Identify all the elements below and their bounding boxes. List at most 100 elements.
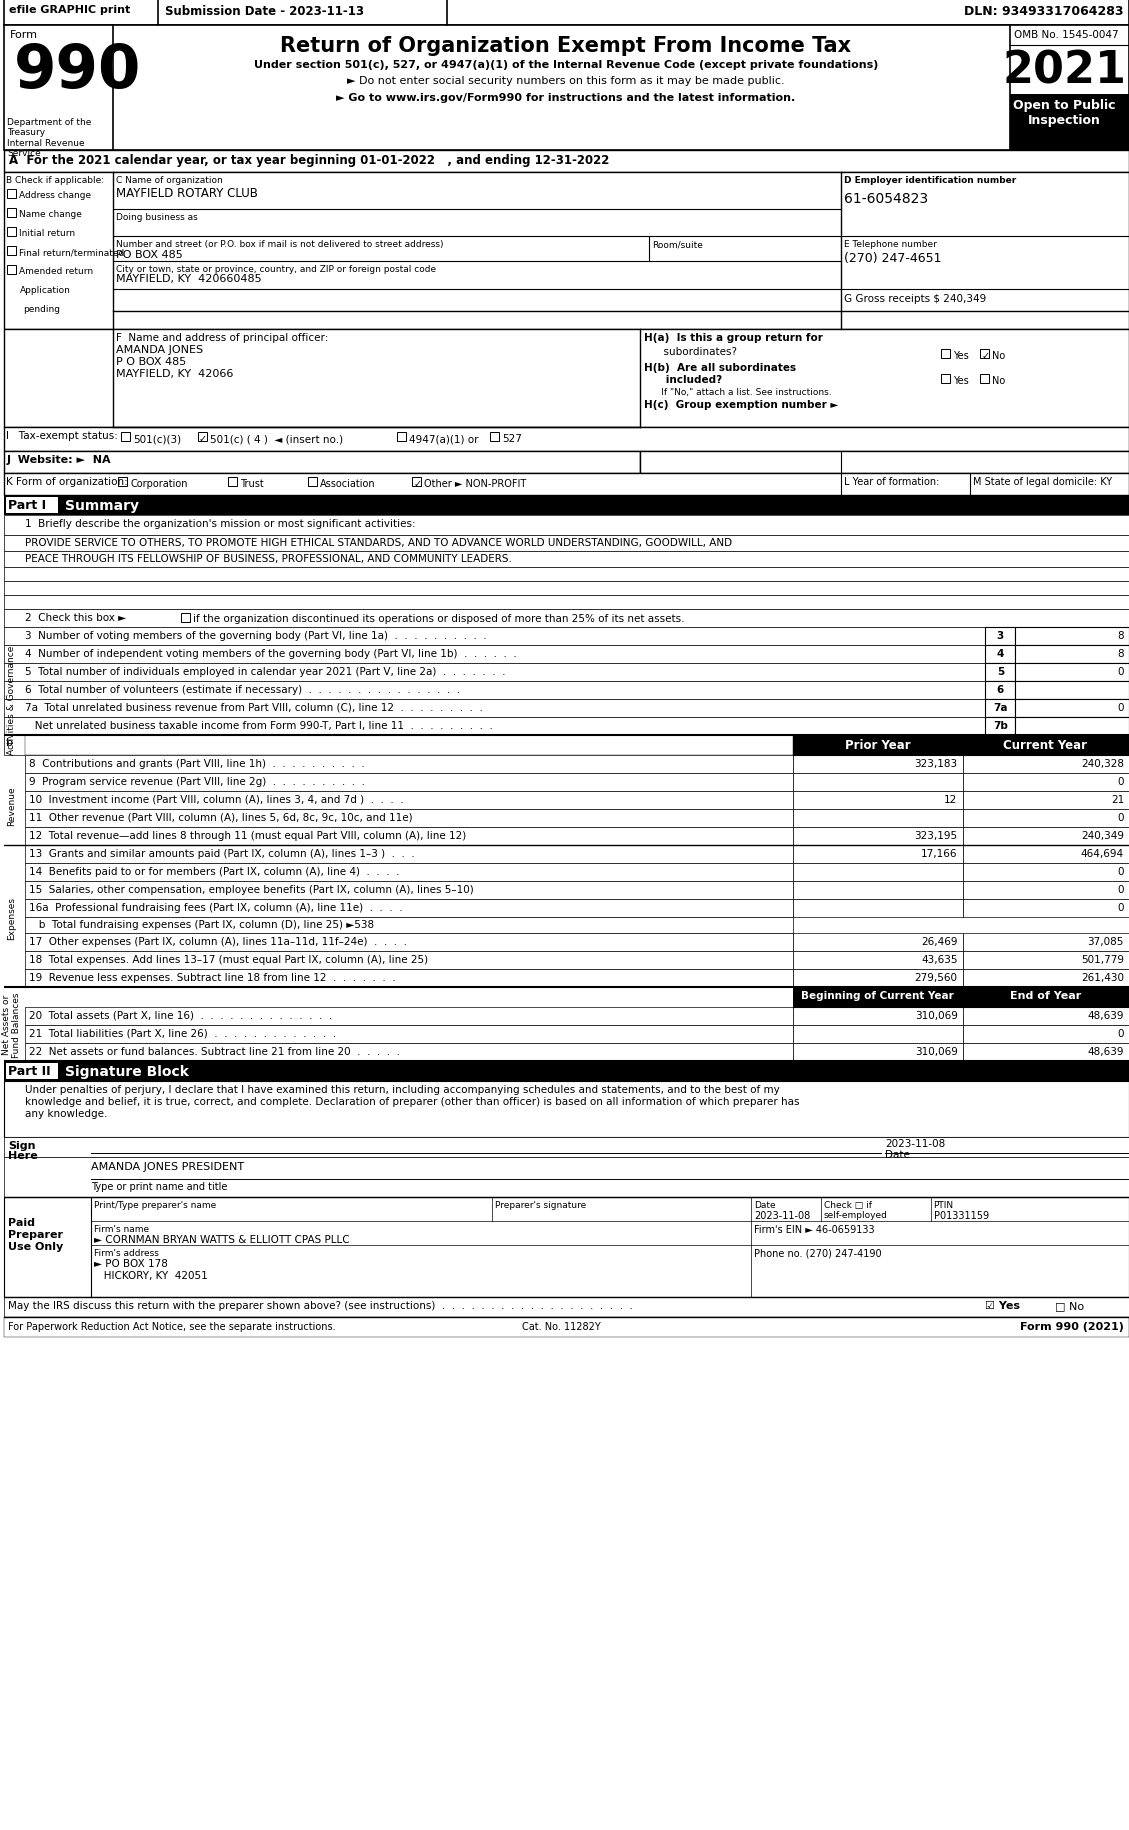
Bar — [963, 774, 1129, 792]
Bar — [3, 1318, 1129, 1338]
Bar — [121, 432, 130, 441]
Bar — [26, 933, 793, 952]
Text: pending: pending — [24, 306, 61, 313]
Text: 14  Benefits paid to or for members (Part IX, column (A), line 4)  .  .  .  .: 14 Benefits paid to or for members (Part… — [29, 867, 400, 877]
Bar — [3, 609, 1129, 628]
Text: I   Tax-exempt status:: I Tax-exempt status: — [7, 430, 119, 441]
Text: Type or print name and title: Type or print name and title — [91, 1182, 228, 1191]
Bar — [793, 882, 963, 900]
Text: ☑ Yes: ☑ Yes — [986, 1301, 1021, 1310]
Bar — [986, 717, 1015, 736]
Text: Paid: Paid — [9, 1217, 35, 1228]
Text: 0: 0 — [1118, 666, 1124, 677]
Text: Return of Organization Exempt From Income Tax: Return of Organization Exempt From Incom… — [280, 37, 851, 57]
Text: 0: 0 — [1118, 776, 1124, 787]
Bar — [986, 681, 1015, 699]
Bar — [986, 699, 1015, 717]
Text: ► Do not enter social security numbers on this form as it may be made public.: ► Do not enter social security numbers o… — [347, 77, 785, 86]
Text: Net unrelated business taxable income from Form 990-T, Part I, line 11  .  .  . : Net unrelated business taxable income fr… — [26, 721, 493, 730]
Text: PROVIDE SERVICE TO OTHERS, TO PROMOTE HIGH ETHICAL STANDARDS, AND TO ADVANCE WOR: PROVIDE SERVICE TO OTHERS, TO PROMOTE HI… — [26, 538, 733, 547]
Text: 501(c) ( 4 )  ◄ (insert no.): 501(c) ( 4 ) ◄ (insert no.) — [210, 434, 343, 443]
Text: PO BOX 485: PO BOX 485 — [116, 251, 183, 260]
Text: 48,639: 48,639 — [1087, 1047, 1124, 1056]
Text: H(c)  Group exemption number ►: H(c) Group exemption number ► — [644, 399, 838, 410]
Text: 2023-11-08: 2023-11-08 — [885, 1138, 945, 1149]
Bar — [3, 597, 1129, 609]
Text: 13  Grants and similar amounts paid (Part IX, column (A), lines 1–3 )  .  .  .: 13 Grants and similar amounts paid (Part… — [29, 849, 415, 858]
Bar — [963, 900, 1129, 917]
Bar — [3, 699, 986, 717]
Text: Amended return: Amended return — [19, 267, 94, 276]
Bar — [198, 432, 207, 441]
Text: 3  Number of voting members of the governing body (Part VI, line 1a)  .  .  .  .: 3 Number of voting members of the govern… — [26, 631, 488, 640]
Text: 0: 0 — [1118, 867, 1124, 877]
Text: City or town, state or province, country, and ZIP or foreign postal code: City or town, state or province, country… — [116, 265, 436, 274]
Bar — [397, 432, 406, 441]
Bar — [3, 1138, 1129, 1157]
Bar — [26, 774, 793, 792]
Text: Under section 501(c), 527, or 4947(a)(1) of the Internal Revenue Code (except pr: Under section 501(c), 527, or 4947(a)(1)… — [254, 60, 878, 70]
Bar — [3, 516, 1129, 536]
Text: Firm's EIN ► 46-0659133: Firm's EIN ► 46-0659133 — [754, 1224, 875, 1233]
Text: Submission Date - 2023-11-13: Submission Date - 2023-11-13 — [165, 5, 364, 18]
Text: K Form of organization:: K Form of organization: — [7, 478, 129, 487]
Text: Doing business as: Doing business as — [116, 212, 198, 221]
Text: Phone no. (270) 247-4190: Phone no. (270) 247-4190 — [754, 1248, 882, 1259]
Bar — [963, 970, 1129, 988]
Bar — [3, 646, 986, 664]
Text: Preparer's signature: Preparer's signature — [495, 1200, 586, 1210]
Text: 10  Investment income (Part VIII, column (A), lines 3, 4, and 7d )  .  .  .  .: 10 Investment income (Part VIII, column … — [29, 794, 404, 805]
Text: 464,694: 464,694 — [1080, 849, 1124, 858]
Text: 17  Other expenses (Part IX, column (A), lines 11a–11d, 11f–24e)  .  .  .  .: 17 Other expenses (Part IX, column (A), … — [29, 937, 408, 946]
Bar — [3, 1061, 1129, 1082]
Bar — [3, 717, 986, 736]
Bar — [26, 900, 793, 917]
Bar — [8, 229, 17, 236]
Text: Firm's name: Firm's name — [94, 1224, 149, 1233]
Bar — [793, 845, 963, 864]
Text: B Check if applicable:: B Check if applicable: — [7, 176, 105, 185]
Text: Trust: Trust — [239, 479, 263, 489]
Text: 261,430: 261,430 — [1080, 972, 1124, 983]
Bar — [26, 792, 793, 809]
Text: included?: included? — [644, 375, 721, 384]
Bar — [793, 864, 963, 882]
Bar — [793, 900, 963, 917]
Text: Name change: Name change — [19, 210, 82, 220]
Bar — [3, 681, 986, 699]
Text: b: b — [7, 737, 14, 748]
Bar — [26, 809, 793, 827]
Text: 8  Contributions and grants (Part VIII, line 1h)  .  .  .  .  .  .  .  .  .  .: 8 Contributions and grants (Part VIII, l… — [29, 759, 365, 769]
Text: 16a  Professional fundraising fees (Part IX, column (A), line 11e)  .  .  .  .: 16a Professional fundraising fees (Part … — [29, 902, 403, 913]
Text: C Name of organization: C Name of organization — [116, 176, 222, 185]
Text: 240,328: 240,328 — [1080, 759, 1124, 769]
Text: OMB No. 1545-0047: OMB No. 1545-0047 — [1014, 29, 1119, 40]
Bar — [1015, 646, 1129, 664]
Text: Revenue: Revenue — [7, 785, 16, 825]
Text: 990: 990 — [14, 42, 141, 101]
Bar — [3, 1297, 1129, 1318]
Bar — [3, 736, 26, 756]
Text: Check □ if: Check □ if — [824, 1200, 872, 1210]
Text: 4: 4 — [997, 648, 1004, 659]
Text: M State of legal domicile: KY: M State of legal domicile: KY — [973, 478, 1112, 487]
Bar — [940, 375, 949, 384]
Text: Current Year: Current Year — [1004, 739, 1087, 752]
Text: No: No — [992, 351, 1006, 361]
Text: 323,195: 323,195 — [914, 831, 957, 840]
Text: E Telephone number: E Telephone number — [843, 240, 937, 249]
Text: 26,469: 26,469 — [921, 937, 957, 946]
Text: self-employed: self-employed — [824, 1210, 887, 1219]
Bar — [8, 265, 17, 274]
Bar — [490, 432, 499, 441]
Text: Firm's address: Firm's address — [94, 1248, 159, 1257]
Bar — [26, 917, 793, 933]
Text: 37,085: 37,085 — [1087, 937, 1124, 946]
Text: 3: 3 — [997, 631, 1004, 640]
Text: L Year of formation:: L Year of formation: — [843, 478, 939, 487]
Bar — [307, 478, 316, 487]
Text: G Gross receipts $ 240,349: G Gross receipts $ 240,349 — [843, 295, 986, 304]
Text: 7b: 7b — [994, 721, 1008, 730]
Text: 5  Total number of individuals employed in calendar year 2021 (Part V, line 2a) : 5 Total number of individuals employed i… — [26, 666, 506, 677]
Bar — [3, 0, 1129, 26]
